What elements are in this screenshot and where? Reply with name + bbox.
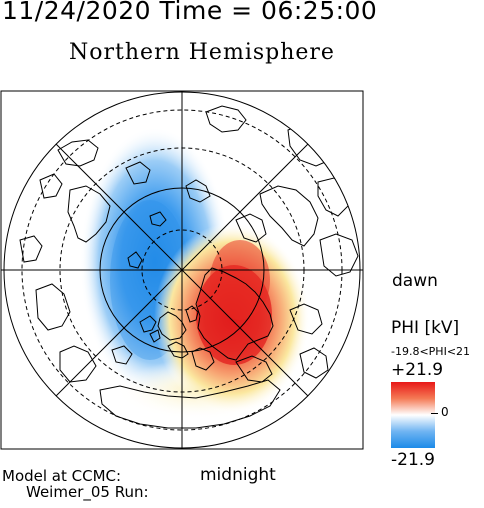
hemisphere-title: Northern Hemisphere [69, 40, 335, 65]
run-label: Weimer_05 Run: [26, 483, 149, 501]
colorbar-zero-tick [431, 413, 438, 414]
colorbar [391, 382, 435, 448]
meridians [1, 91, 363, 449]
potential-pattern [80, 127, 310, 420]
polar-map [0, 90, 364, 450]
colorbar-zero-label: 0 [441, 405, 449, 419]
midnight-label: midnight [200, 465, 276, 485]
meridian-diagonal-2 [55, 143, 309, 397]
plot-title: 11/24/2020 Time = 06:25:00 [2, 0, 378, 25]
colorbar-max-label: +21.9 [391, 360, 444, 380]
model-label: Model at CCMC: [2, 467, 122, 485]
dawn-label: dawn [392, 271, 438, 291]
colorbar-title: PHI [kV] [391, 318, 460, 338]
colorbar-range: -19.8<PHI<21 [391, 345, 471, 358]
colorbar-min-label: -21.9 [391, 450, 435, 470]
